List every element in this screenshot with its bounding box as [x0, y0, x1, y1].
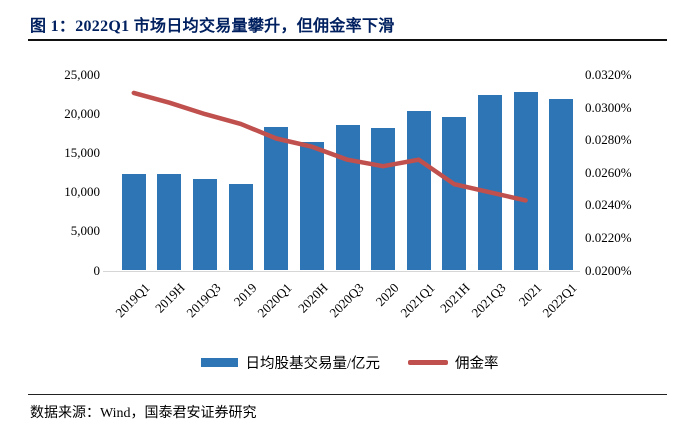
x-axis-label-2021Q3: 2021Q3 [468, 280, 509, 321]
bar-series-swatch [201, 357, 239, 367]
bar-2019Q1 [121, 174, 146, 271]
right-axis-tick-label: 0.0240% [585, 197, 632, 213]
bar-2021 [513, 92, 538, 271]
x-axis-label-2019H: 2019H [152, 280, 189, 316]
x-axis-label-2019Q3: 2019Q3 [183, 280, 224, 321]
left-axis-tick-label: 15,000 [64, 145, 100, 161]
x-axis-label-2020H: 2020H [294, 280, 331, 316]
x-axis-label-2019Q1: 2019Q1 [112, 280, 153, 321]
x-axis-label-2022Q1: 2022Q1 [539, 280, 580, 321]
bar-2019H [157, 173, 182, 271]
x-axis-label-2021H: 2021H [437, 280, 473, 316]
bar-series-label: 日均股基交易量/亿元 [245, 355, 381, 372]
line-series-swatch [408, 359, 449, 365]
data-source: 数据来源：Wind，国泰君安证券研究 [30, 406, 257, 421]
figure-title: 图 1：2022Q1 市场日均交易量攀升，但佣金率下滑 [30, 18, 395, 35]
left-axis-tick-label: 5,000 [70, 223, 100, 239]
right-axis-tick-label: 0.0260% [585, 164, 632, 180]
bar-2020Q1 [264, 126, 289, 271]
title-divider [28, 39, 667, 41]
bar-2022Q1 [549, 99, 574, 271]
x-axis-baseline [103, 270, 580, 272]
right-axis-tick-label: 0.0280% [585, 132, 632, 148]
bar-2020 [371, 128, 396, 271]
x-axis-label-2019: 2019 [230, 280, 260, 309]
footer-divider [28, 394, 667, 395]
legend: 日均股基交易量/亿元 佣金率 [0, 352, 700, 373]
bar-2021Q3 [477, 94, 502, 271]
legend-item-line: 佣金率 [408, 352, 499, 373]
left-axis-tick-label: 10,000 [64, 184, 100, 200]
right-axis-tick-label: 0.0200% [585, 262, 632, 278]
x-axis-label-2021Q1: 2021Q1 [397, 280, 438, 321]
right-axis-tick-label: 0.0220% [585, 229, 632, 245]
legend-item-bar: 日均股基交易量/亿元 [201, 352, 380, 373]
bar-2020H [299, 142, 324, 271]
x-axis-label-2020Q1: 2020Q1 [254, 280, 295, 321]
x-axis-label-2020: 2020 [372, 280, 402, 309]
right-axis-tick-label: 0.0320% [585, 67, 632, 82]
line-series-label: 佣金率 [455, 355, 499, 372]
bar-2020Q3 [335, 125, 360, 271]
left-axis-tick-label: 0 [93, 262, 101, 278]
x-axis-label-2020Q3: 2020Q3 [325, 280, 367, 321]
x-axis-label-2021: 2021 [515, 280, 545, 309]
bar-2019 [228, 183, 253, 271]
bar-2019Q3 [193, 179, 218, 271]
left-axis-tick-label: 25,000 [64, 67, 100, 82]
right-axis-tick-label: 0.0300% [585, 99, 632, 115]
bar-2021Q1 [406, 110, 431, 271]
left-axis-tick-label: 20,000 [64, 106, 100, 122]
bar-2021H [442, 117, 467, 271]
